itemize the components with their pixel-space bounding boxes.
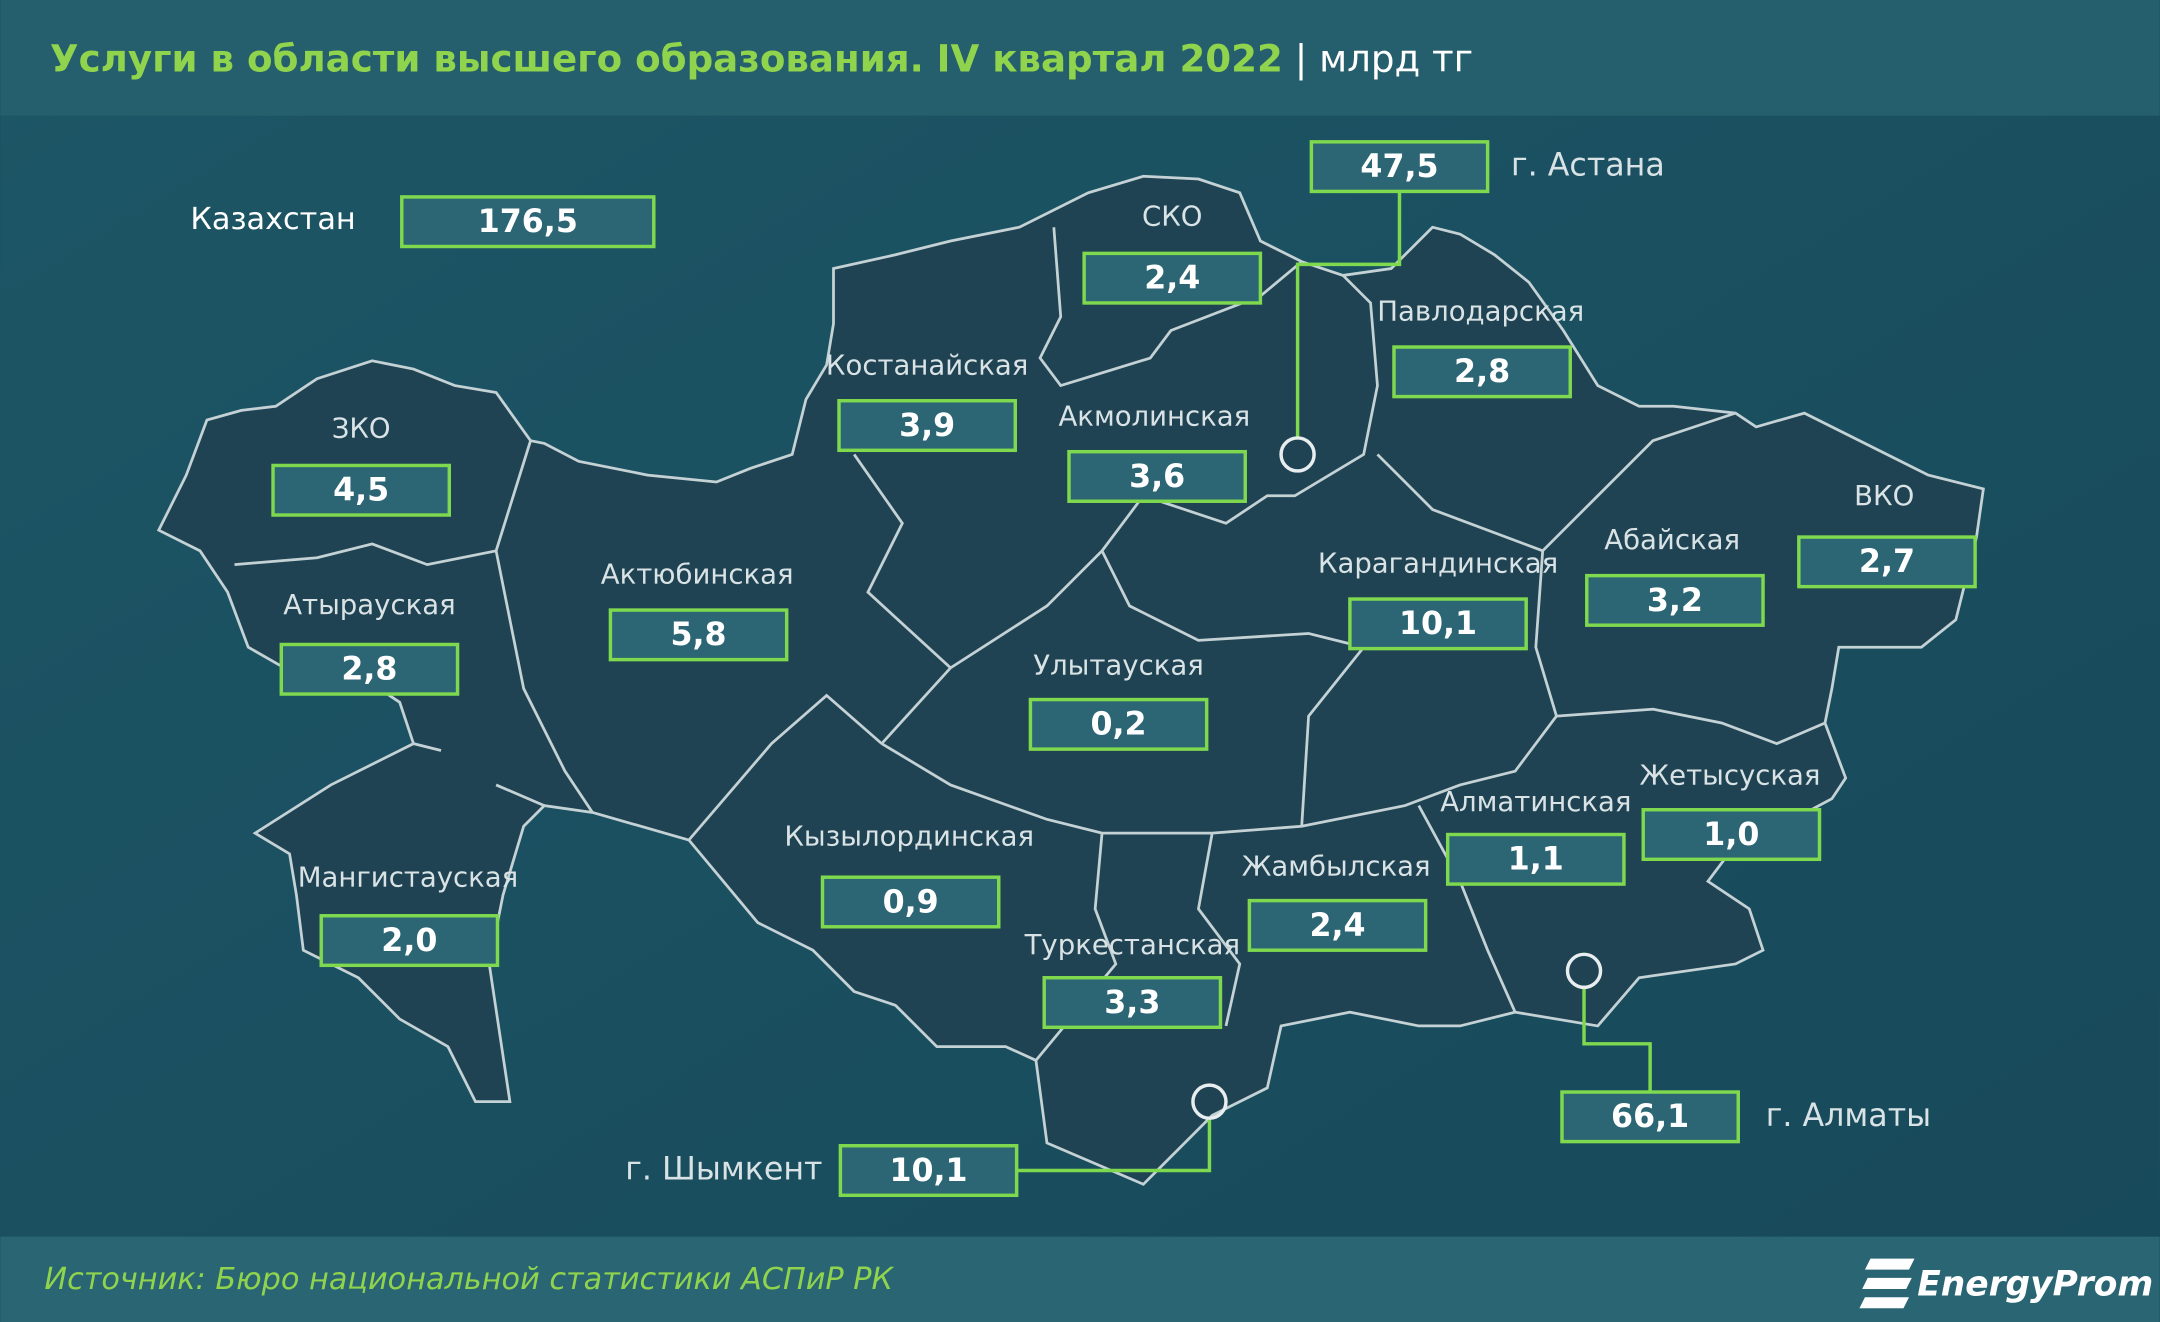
value: 0,9	[883, 884, 939, 920]
value-box	[1247, 898, 1428, 952]
value-box	[1028, 697, 1209, 751]
value: 47,5	[1360, 149, 1438, 185]
value-box	[1348, 597, 1528, 651]
region-label: ЗКО	[332, 413, 391, 445]
value: 1,1	[1508, 842, 1564, 878]
value-box	[1392, 345, 1572, 399]
region-label: Мангистауская	[298, 862, 519, 894]
value: 10,1	[889, 1153, 967, 1189]
value: 2,7	[1859, 544, 1915, 580]
header-bar	[0, 0, 2160, 116]
value-box	[820, 875, 1001, 929]
region-label: Жамбылская	[1242, 851, 1431, 883]
region-label: Акмолинская	[1058, 400, 1250, 432]
value: 5,8	[671, 617, 727, 653]
value-box	[1042, 976, 1223, 1030]
value: 4,5	[333, 473, 389, 509]
leader-line	[1582, 987, 1652, 1093]
total-label: Казахстан	[190, 202, 355, 237]
value-box	[1067, 449, 1247, 503]
value: 3,6	[1129, 459, 1185, 495]
region-label: Актюбинская	[601, 559, 794, 591]
value-box	[1585, 573, 1765, 627]
title-text: Услуги в области высшего образования. IV…	[50, 36, 1283, 80]
city-label: г. Алматы	[1766, 1098, 1931, 1134]
region-label: СКО	[1142, 201, 1202, 233]
region-label: Алматинская	[1440, 786, 1631, 818]
value: 3,3	[1104, 985, 1160, 1021]
brand: EnergyProm	[1917, 1265, 2153, 1305]
region-label: Павлодарская	[1377, 296, 1584, 328]
value-box	[1797, 535, 1977, 589]
value-box	[837, 399, 1017, 453]
value-box	[1445, 832, 1626, 886]
region-label: ВКО	[1854, 480, 1914, 512]
region-label: Костанайская	[826, 349, 1028, 381]
leader-line	[1295, 191, 1402, 438]
value: 2,8	[1454, 354, 1510, 390]
city-marker	[1191, 1083, 1228, 1120]
unit: млрд тг	[1319, 36, 1473, 80]
value: 66,1	[1611, 1099, 1689, 1135]
value-box	[1560, 1090, 1740, 1144]
footer-bar	[0, 1236, 2160, 1322]
region-borders	[234, 227, 1826, 1062]
logo-mark	[1859, 1258, 1915, 1309]
value-box	[319, 914, 500, 968]
region-label: Атырауская	[283, 589, 455, 621]
region-label: Карагандинская	[1318, 548, 1558, 580]
value: 2,4	[1309, 908, 1365, 944]
value-box	[1082, 251, 1263, 305]
region-label: Улытауская	[1033, 650, 1204, 682]
value-box	[838, 1144, 1019, 1198]
city-label: г. Астана	[1511, 148, 1665, 184]
separator: |	[1283, 36, 1319, 80]
country-outline	[156, 174, 1985, 1186]
value: 2,0	[381, 923, 437, 959]
leader-line	[1016, 1118, 1212, 1173]
region-label: Абайская	[1604, 524, 1740, 556]
city-marker	[1565, 952, 1603, 990]
city-marker	[1279, 436, 1316, 473]
value: 2,8	[341, 652, 397, 688]
value-box	[400, 195, 656, 249]
value: 2,4	[1144, 261, 1200, 297]
value-box	[608, 608, 789, 662]
value-box	[1309, 140, 1490, 194]
source: Источник: Бюро национальной статистики А…	[44, 1262, 894, 1297]
value-box	[1641, 808, 1822, 862]
value: 1,0	[1703, 817, 1759, 853]
value: 0,2	[1091, 707, 1147, 743]
title: Услуги в области высшего образования. IV…	[50, 36, 1473, 80]
city-label: г. Шымкент	[625, 1152, 822, 1188]
value: 3,2	[1647, 583, 1703, 619]
value: 10,1	[1399, 606, 1477, 642]
region-label: Кызылординская	[784, 820, 1034, 852]
region-label: Жетысуская	[1639, 760, 1820, 792]
value: 3,9	[899, 408, 955, 444]
value-box	[271, 463, 452, 517]
value: 176,5	[478, 204, 578, 240]
region-label: Туркестанская	[1024, 929, 1240, 961]
value-box	[279, 642, 460, 696]
